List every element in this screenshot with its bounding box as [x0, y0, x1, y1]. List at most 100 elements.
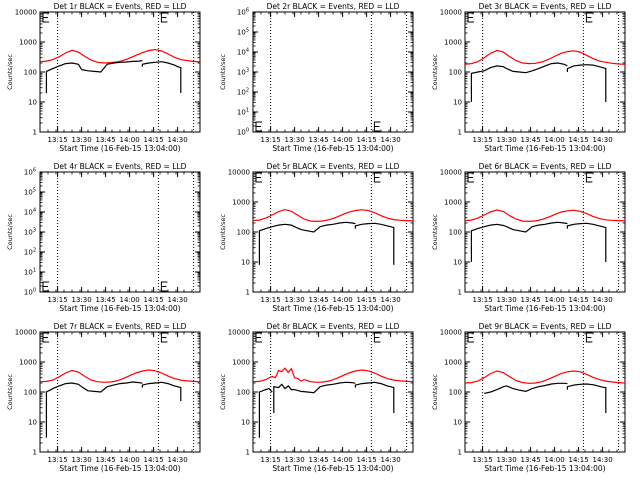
x-tick-label: 14:00	[333, 296, 353, 304]
x-tick-label: 13:45	[521, 456, 541, 464]
subplot-title: Det 1r BLACK = Events, RED = LLD	[54, 2, 187, 11]
x-tick-label: 13:30	[285, 136, 305, 144]
events-series-line	[141, 381, 182, 401]
y-axis-label: Counts/sec	[219, 374, 227, 410]
events-series-line	[566, 383, 607, 413]
plot-frame	[39, 331, 201, 453]
y-tick-label: 103	[24, 228, 36, 237]
attenuator-marker	[373, 172, 381, 183]
events-series-line	[470, 65, 507, 102]
x-tick-label: 14:00	[545, 296, 565, 304]
subplot-det-3: Det 3r BLACK = Events, RED = LLD 1 10 100 10…	[431, 2, 626, 153]
x-tick-label: 13:15	[48, 296, 68, 304]
x-tick-label: 13:30	[72, 456, 92, 464]
y-axis-label: Counts/sec	[431, 54, 439, 90]
lld-series-line	[464, 49, 626, 65]
subplot-det-6: Det 6r BLACK = Events, RED = LLD 1 10 100 10…	[431, 162, 626, 313]
events-series-line	[273, 383, 295, 413]
y-tick-label: 100	[24, 69, 37, 77]
x-axis-label: Start Time (16-Feb-15 13:04:00)	[272, 464, 393, 473]
y-tick-label: 101	[237, 108, 249, 117]
y-tick-label: 1000	[444, 359, 462, 367]
x-tick-label: 13:30	[497, 296, 517, 304]
y-tick-label: 100	[237, 389, 250, 397]
attenuator-marker	[585, 12, 593, 23]
events-series-line	[354, 222, 395, 265]
y-axis-label: Counts/sec	[219, 214, 227, 250]
y-axis-label: Counts/sec	[219, 54, 227, 90]
y-tick-label: 10000	[440, 169, 462, 177]
y-axis-label: Counts/sec	[431, 374, 439, 410]
events-series-line	[141, 61, 182, 93]
subplot-title: Det 3r BLACK = Events, RED = LLD	[479, 2, 612, 11]
x-axis-label: Start Time (16-Feb-15 13:04:00)	[484, 304, 605, 313]
x-tick-label: 14:30	[168, 296, 188, 304]
x-tick-label: 13:30	[72, 296, 92, 304]
x-tick-label: 13:15	[261, 456, 281, 464]
y-tick-label: 101	[24, 268, 36, 277]
x-axis-label: Start Time (16-Feb-15 13:04:00)	[272, 144, 393, 153]
x-tick-label: 13:30	[285, 296, 305, 304]
subplot-title: Det 9r BLACK = Events, RED = LLD	[479, 322, 612, 331]
y-tick-label: 10	[28, 419, 37, 427]
y-tick-label: 1	[33, 129, 37, 137]
subplot-det-5: Det 5r BLACK = Events, RED = LLD 1 10 100 10…	[219, 162, 414, 313]
y-tick-label: 100	[24, 288, 36, 297]
events-series-line	[566, 64, 607, 102]
x-tick-label: 13:15	[473, 136, 493, 144]
events-series-line	[484, 385, 507, 394]
y-tick-label: 106	[237, 8, 249, 17]
y-tick-label: 100	[449, 69, 462, 77]
events-series-line	[294, 381, 356, 394]
x-tick-label: 13:30	[72, 136, 92, 144]
events-series-line	[45, 382, 82, 438]
x-tick-label: 13:30	[497, 136, 517, 144]
x-tick-label: 14:00	[120, 456, 140, 464]
x-tick-label: 14:00	[545, 136, 565, 144]
events-series-line	[506, 62, 568, 74]
subplot-det-4: Det 4r BLACK = Events, RED = LLD 100 101 10…	[6, 162, 201, 313]
x-tick-label: 14:00	[333, 136, 353, 144]
events-series-line	[506, 221, 568, 233]
y-tick-label: 1	[458, 129, 462, 137]
x-tick-label: 14:30	[381, 456, 401, 464]
x-tick-label: 13:45	[309, 456, 329, 464]
attenuator-marker	[255, 121, 262, 132]
y-axis-label: Counts/sec	[431, 214, 439, 250]
attenuator-marker	[585, 332, 593, 343]
x-axis-label: Start Time (16-Feb-15 13:04:00)	[59, 304, 180, 313]
lld-series-line	[464, 370, 626, 384]
x-tick-label: 13:45	[521, 136, 541, 144]
y-tick-label: 10000	[15, 329, 37, 337]
y-tick-label: 1000	[444, 199, 462, 207]
attenuator-marker	[42, 12, 49, 23]
x-tick-label: 13:45	[521, 296, 541, 304]
x-tick-label: 14:15	[144, 296, 164, 304]
y-axis-label: Counts/sec	[6, 214, 14, 250]
x-tick-label: 14:15	[569, 296, 589, 304]
attenuator-marker	[160, 332, 168, 343]
y-tick-label: 100	[237, 229, 250, 237]
x-axis-label: Start Time (16-Feb-15 13:04:00)	[59, 464, 180, 473]
events-series-line	[45, 62, 83, 93]
plot-frame	[252, 171, 414, 293]
y-tick-label: 106	[24, 168, 36, 177]
y-tick-label: 100	[449, 389, 462, 397]
x-tick-label: 14:00	[545, 456, 565, 464]
subplot-det-7: Det 7r BLACK = Events, RED = LLD 1 10 100 10…	[6, 322, 201, 473]
y-tick-label: 1	[246, 289, 250, 297]
subplot-title: Det 7r BLACK = Events, RED = LLD	[54, 322, 187, 331]
y-tick-label: 10000	[228, 329, 250, 337]
y-axis-label: Counts/sec	[6, 54, 14, 90]
x-tick-label: 14:15	[569, 136, 589, 144]
y-tick-label: 1	[246, 449, 250, 457]
plot-frame	[464, 171, 626, 293]
x-tick-label: 13:15	[48, 456, 68, 464]
x-tick-label: 13:15	[473, 296, 493, 304]
x-tick-label: 14:00	[333, 456, 353, 464]
x-axis-label: Start Time (16-Feb-15 13:04:00)	[59, 144, 180, 153]
x-tick-label: 14:15	[357, 456, 377, 464]
x-tick-label: 13:45	[96, 136, 116, 144]
y-tick-label: 10000	[440, 329, 462, 337]
attenuator-marker	[467, 12, 474, 23]
